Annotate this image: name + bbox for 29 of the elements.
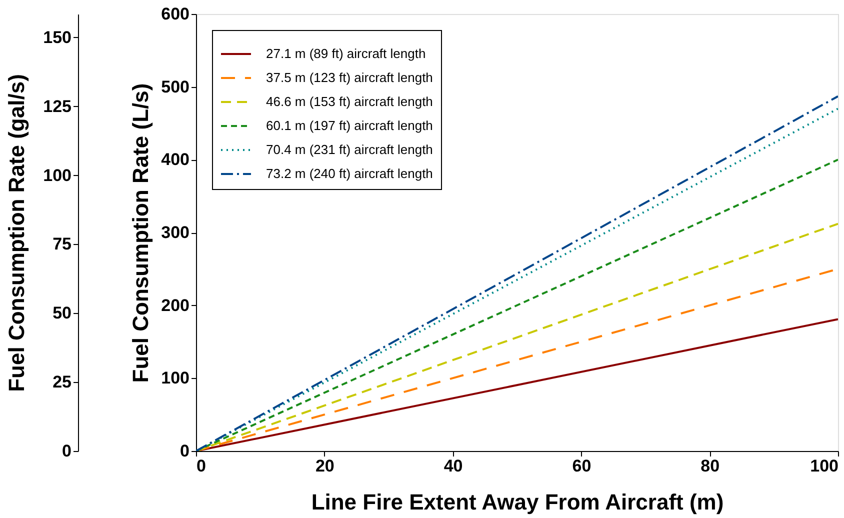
y-axis-title: Fuel Consumption Rate (L/s)	[128, 83, 154, 383]
legend-label: 37.5 m (123 ft) aircraft length	[266, 70, 433, 85]
x-tick-label: 20	[315, 456, 334, 476]
legend-label: 27.1 m (89 ft) aircraft length	[266, 46, 426, 61]
legend-label: 70.4 m (231 ft) aircraft length	[266, 142, 433, 157]
y2-tick-label: 0	[62, 442, 72, 460]
x-tick-label: 80	[700, 456, 720, 476]
x-axis-title: Line Fire Extent Away From Aircraft (m)	[311, 490, 724, 514]
y2-axis-title: Fuel Consumption Rate (gal/s)	[4, 74, 30, 392]
y-tick-label: 100	[161, 368, 190, 388]
y2-tick-label: 125	[43, 96, 72, 116]
y-tick-label: 300	[161, 223, 190, 242]
legend-label: 60.1 m (197 ft) aircraft length	[266, 118, 433, 133]
y-tick-label: 500	[161, 77, 190, 96]
y2-tick-label: 100	[43, 166, 72, 185]
x-tick-label: 60	[572, 456, 592, 476]
y2-tick-label: 150	[43, 28, 72, 47]
y-tick-label: 0	[180, 442, 190, 460]
x-tick-label: 100	[810, 456, 838, 476]
x-tick-label: 40	[444, 456, 463, 476]
y2-tick-label: 25	[52, 372, 72, 392]
y-tick-label: 400	[161, 150, 190, 170]
legend-label: 73.2 m (240 ft) aircraft length	[266, 166, 433, 181]
legend-label: 46.6 m (153 ft) aircraft length	[266, 94, 433, 109]
y-tick-label: 200	[161, 296, 190, 315]
y2-tick-label: 75	[52, 234, 72, 254]
y2-tick-label: 50	[52, 304, 72, 323]
y-tick-label: 600	[161, 4, 190, 24]
x-tick-label: 0	[196, 456, 206, 476]
